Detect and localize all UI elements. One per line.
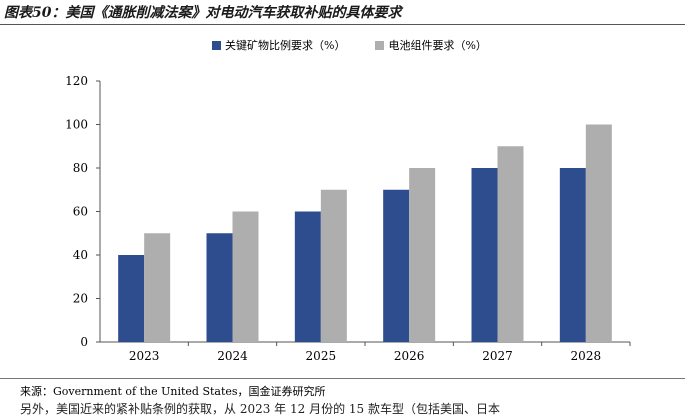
x-tick-label: 2024 — [217, 349, 248, 363]
y-tick-label: 100 — [65, 118, 88, 132]
bar-series2-2025 — [320, 189, 347, 342]
bar-series1-2027 — [471, 168, 498, 342]
chart-legend: 关键矿物比例要求（%） 电池组件要求（%） — [212, 37, 487, 53]
bar-series1-2023 — [118, 255, 145, 342]
legend-label-series2: 电池组件要求（%） — [388, 39, 487, 52]
legend-swatch-series1 — [212, 40, 221, 50]
y-tick-label: 20 — [73, 292, 88, 306]
bar-chart: 0 20 40 60 80 100 120 2023 2024 2025 2026 2027 2028 — [65, 74, 631, 363]
x-tick-label: 2025 — [306, 349, 337, 363]
source-rule — [0, 378, 685, 379]
truncated-body-text: 另外，美国近来的紧补贴条例的获取，从 2023 年 12 月份的 15 款车型（… — [20, 402, 500, 416]
bar-series2-2024 — [232, 211, 259, 342]
source-note: 来源：Government of the United States，国金证券研… — [20, 385, 326, 398]
legend-item-series2: 电池组件要求（%） — [375, 37, 487, 53]
bar-series1-2025 — [294, 211, 321, 342]
figure-title: 图表50：美国《通胀削减法案》对电动汽车获取补贴的具体要求 — [4, 5, 402, 21]
x-tick-label: 2026 — [394, 349, 425, 363]
bar-series1-2026 — [383, 189, 410, 342]
legend-swatch-series2 — [375, 40, 385, 50]
y-tick-label: 40 — [73, 248, 88, 262]
bar-series1-2028 — [559, 168, 586, 342]
y-tick-label: 0 — [80, 335, 88, 349]
legend-label-series1: 关键矿物比例要求（%） — [225, 39, 346, 52]
bar-series2-2023 — [144, 233, 171, 342]
title-rule — [0, 24, 685, 25]
bar-series1-2024 — [206, 233, 233, 342]
x-tick-label: 2023 — [129, 349, 160, 363]
bar-series2-2026 — [409, 168, 436, 342]
x-tick-label: 2027 — [482, 349, 513, 363]
x-tick-label: 2028 — [571, 349, 602, 363]
legend-item-series1: 关键矿物比例要求（%） — [212, 37, 345, 53]
y-tick-label: 120 — [65, 74, 88, 88]
y-tick-label: 60 — [73, 205, 88, 219]
bar-series2-2027 — [497, 146, 524, 342]
y-tick-label: 80 — [73, 161, 88, 175]
bar-series2-2028 — [585, 124, 612, 342]
